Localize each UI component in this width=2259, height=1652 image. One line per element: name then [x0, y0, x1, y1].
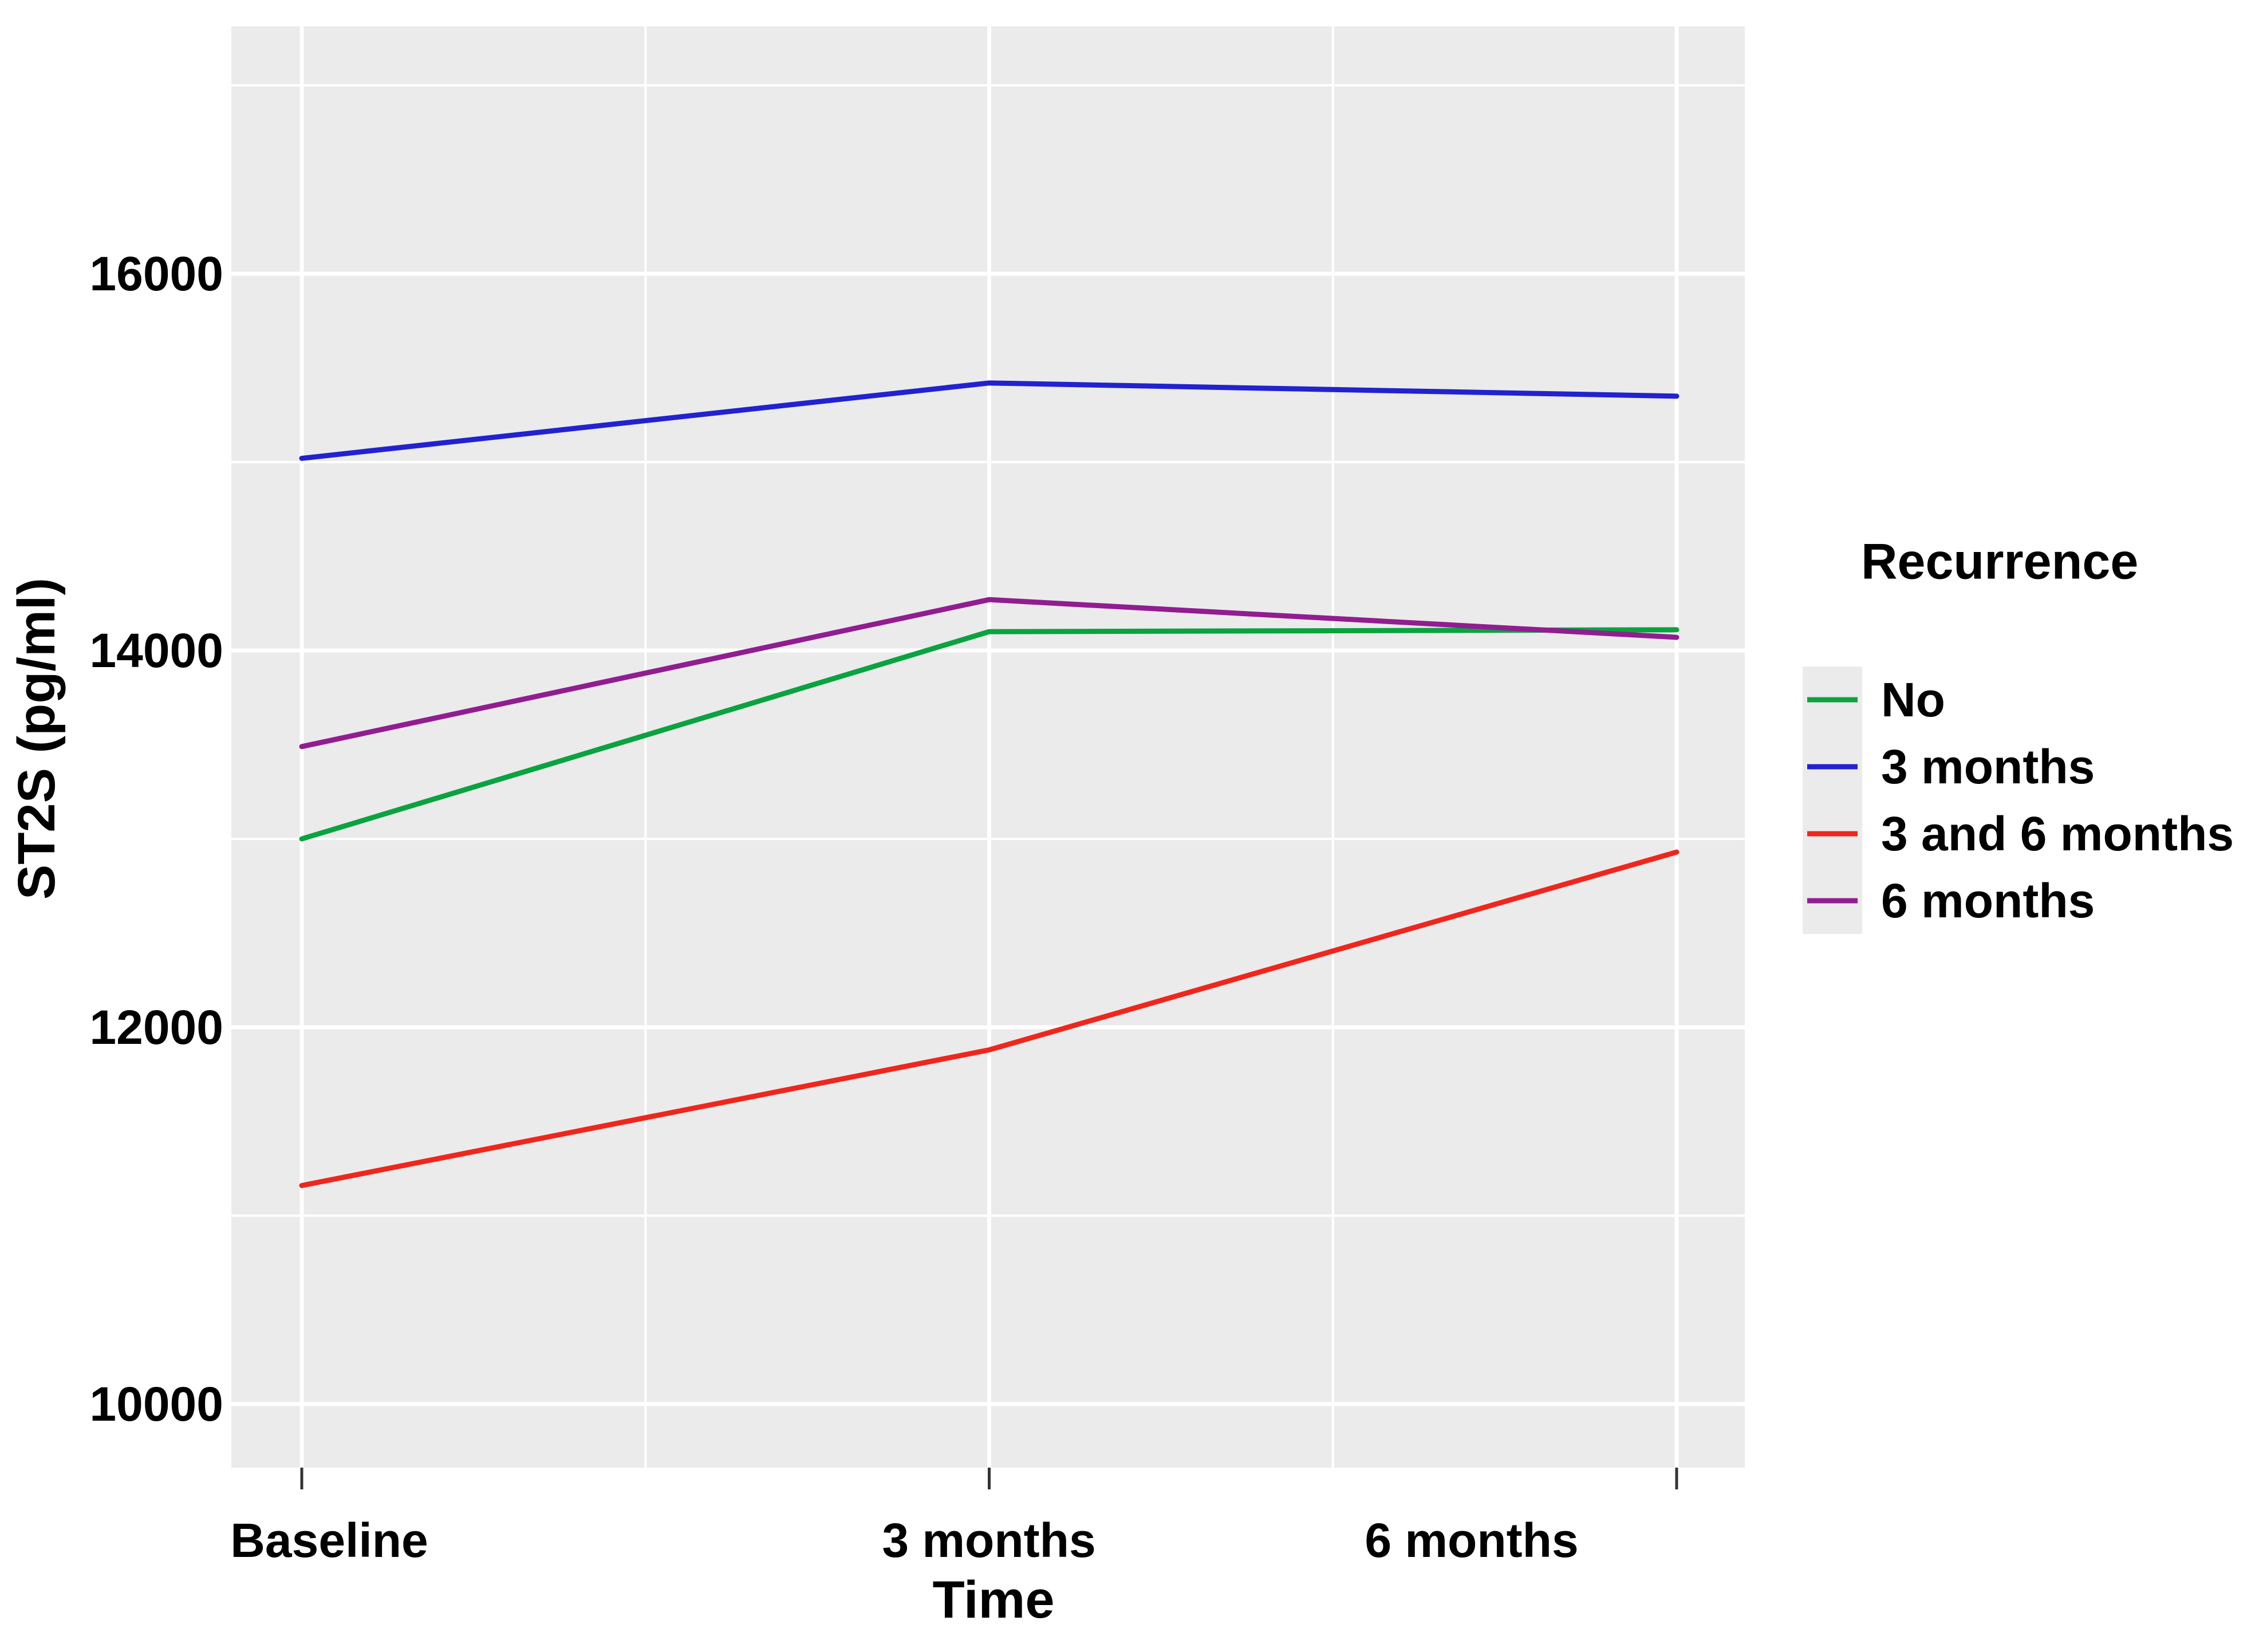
y-tick-label: 16000: [89, 247, 223, 301]
y-tick-label: 12000: [89, 1000, 223, 1054]
series-line-6-months: [299, 597, 1680, 750]
axis-ticks: [300, 1468, 1678, 1489]
legend: Recurrence No 3 months 3 and 6 months 6 …: [1803, 533, 2234, 934]
series-line-3-and-6-months: [299, 849, 1680, 1188]
y-tick-label: 14000: [89, 624, 223, 677]
legend-label: 3 months: [1881, 740, 2095, 794]
legend-title: Recurrence: [1861, 533, 2138, 590]
legend-label: No: [1881, 673, 1945, 727]
legend-label: 3 and 6 months: [1881, 807, 2234, 861]
x-tick-label-3-months: 3 months: [882, 1513, 1095, 1567]
x-tick-label-6-months: 6 months: [1365, 1513, 1578, 1567]
x-tick-label-baseline: Baseline: [230, 1513, 428, 1567]
y-tick-label: 10000: [89, 1377, 223, 1431]
series-lines: [299, 380, 1680, 1188]
legend-label: 6 months: [1881, 874, 2095, 928]
legend-key-background: [1803, 667, 1862, 934]
series-line-3-months: [299, 380, 1680, 461]
y-axis-title: ST2S (pg/ml): [7, 578, 66, 900]
series-line-no: [299, 627, 1680, 842]
x-axis-title: Time: [932, 1571, 1054, 1629]
